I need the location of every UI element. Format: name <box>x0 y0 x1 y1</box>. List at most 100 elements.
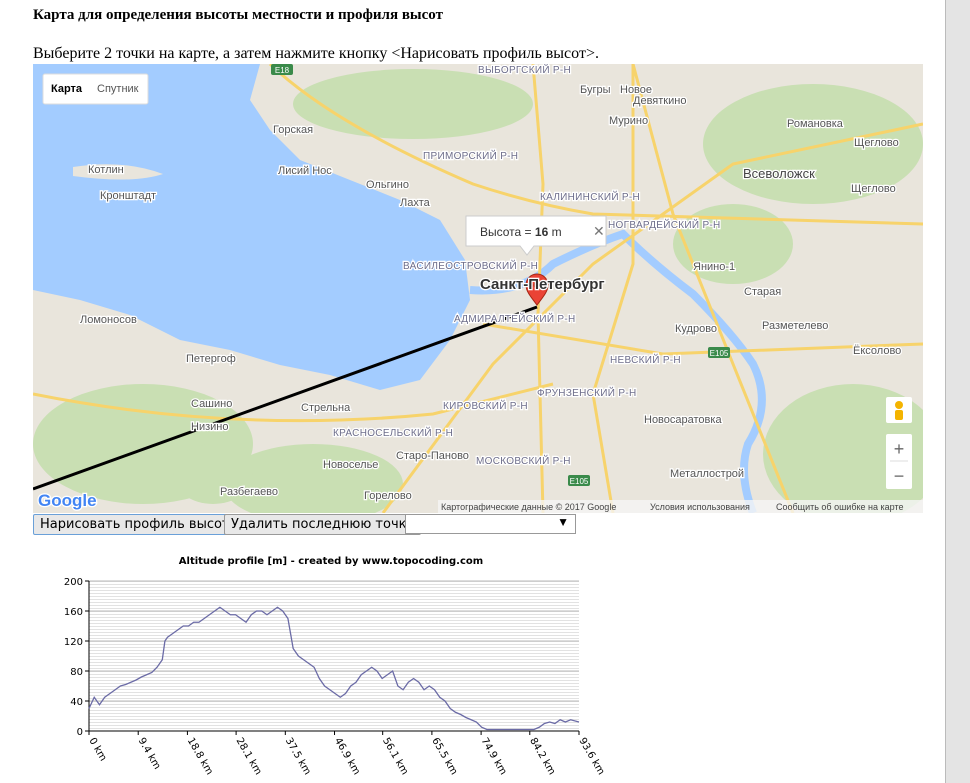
x-tick-label: 0 km <box>86 736 108 763</box>
map-label: Кудрово <box>675 323 717 335</box>
gulf <box>33 64 470 390</box>
x-tick-label: 74.9 km <box>479 736 509 777</box>
infowindow-label: Высота = <box>480 225 532 239</box>
map-label: Романовка <box>787 118 844 130</box>
y-tick-label: 160 <box>64 607 83 618</box>
x-tick-label: 18.8 km <box>185 736 215 777</box>
map-label: Ольгино <box>366 179 409 191</box>
google-logo: Google <box>38 491 97 510</box>
road-shield <box>568 475 590 486</box>
map-label: Бугры <box>580 84 611 96</box>
map-label: Лисий Нос <box>278 165 332 177</box>
parks <box>33 64 923 513</box>
map-label: Горелово <box>364 490 412 502</box>
map-label: КИРОВСКИЙ Р-Н <box>443 399 528 412</box>
pegman-body <box>895 410 903 420</box>
island <box>73 164 163 180</box>
map-label: КРАСНОСЕЛЬСКИЙ Р-Н <box>333 426 453 439</box>
marker[interactable] <box>525 273 549 306</box>
pegman-head <box>895 401 903 409</box>
dropdown[interactable]: ▼ <box>405 514 576 534</box>
infowindow-text: Высота = 16 m <box>480 225 562 239</box>
map-label: Ёксолово <box>853 345 901 357</box>
y-tick-label: 120 <box>64 637 83 648</box>
profile-path <box>33 305 538 491</box>
map-label: Сашино <box>191 398 232 410</box>
map-label: Низино <box>191 421 228 433</box>
map-label: Стрельна <box>301 402 351 414</box>
altitude-line <box>88 606 580 731</box>
road-label: E105 <box>710 349 729 358</box>
map-label: ПРИМОРСКИЙ Р-Н <box>423 149 518 162</box>
x-tick-label: 56.1 km <box>380 736 410 777</box>
attribution: Картографические данные © 2017 Google <box>441 502 616 512</box>
map-label: Ломоносов <box>80 314 137 326</box>
map-label: Кронштадт <box>100 190 156 202</box>
page-title: Карта для определения высоты местности и… <box>33 7 443 23</box>
map-label: Всеволожск <box>743 166 815 181</box>
infowindow-value: 16 <box>535 225 549 239</box>
map-label: Металлострой <box>670 468 744 480</box>
infowindow: ✕ Высота = 16 m <box>465 215 607 256</box>
infowindow-unit: m <box>552 225 562 239</box>
map-label: ФРУНЗЕНСКИЙ Р-Н <box>537 386 636 399</box>
map-type-map[interactable]: Карта <box>51 83 83 95</box>
map-type-control <box>42 73 149 105</box>
map-label: Щеглово <box>854 137 899 149</box>
map-label: НЕВСКИЙ Р-Н <box>610 353 681 366</box>
map-label: НОГВАРДЕЙСКИЙ Р-Н <box>608 218 721 231</box>
map-label: Лахта <box>400 197 431 209</box>
map-label: АДМИРАЛТЕЙСКИЙ Р-Н <box>454 312 576 325</box>
marker-dot <box>533 281 541 289</box>
map-label: Мурино <box>609 115 648 127</box>
x-tick-label: 84.2 km <box>527 736 557 777</box>
map-label: Горская <box>273 124 313 136</box>
x-tick-label: 28.1 km <box>234 736 264 777</box>
x-tick-label: 46.9 km <box>332 736 362 777</box>
map-label: МОСКОВСКИЙ Р-Н <box>476 454 571 467</box>
map-type-satellite[interactable]: Спутник <box>97 83 139 95</box>
roads <box>33 64 923 513</box>
zoom-in[interactable]: + <box>894 439 905 459</box>
attribution: Условия использования <box>650 502 750 512</box>
map-label: Котлин <box>88 164 124 176</box>
attribution: Сообщить об ошибке на карте <box>776 502 903 512</box>
y-tick-label: 0 <box>77 727 83 738</box>
chart-title: Altitude profile [m] - created by www.to… <box>179 556 483 567</box>
attribution-bar <box>438 500 923 513</box>
river <box>469 229 766 513</box>
map-label: ВЫБОРГСКИЙ Р-Н <box>478 64 571 76</box>
road-label: E105 <box>570 477 589 486</box>
map-label: Старо-Паново <box>396 450 469 462</box>
map-label: Новосаратовка <box>644 414 722 426</box>
x-tick-label: 37.5 km <box>283 736 313 777</box>
map-label: Петергоф <box>186 353 236 365</box>
map-label: Новое <box>620 84 652 96</box>
y-tick-label: 40 <box>70 697 83 708</box>
y-tick-label: 80 <box>70 667 83 678</box>
window-border <box>945 0 970 783</box>
close[interactable]: ✕ <box>593 223 605 239</box>
map-label: Янино-1 <box>693 261 735 273</box>
map-label: Девяткино <box>633 95 686 107</box>
x-tick-label: 65.5 km <box>429 736 459 777</box>
map-label: Разметелево <box>762 320 828 332</box>
delete-point-button[interactable]: Удалить последнюю точку <box>224 514 422 535</box>
map-label: Разбегаево <box>220 486 278 498</box>
map-label: Щеглово <box>851 183 896 195</box>
road-shield <box>708 347 730 358</box>
x-tick-label: 93.6 km <box>576 736 606 777</box>
map-label: КАЛИНИНСКИЙ Р-Н <box>540 190 640 203</box>
map-label: Санкт-Петербург <box>480 276 605 293</box>
road-label: E18 <box>275 66 290 75</box>
road-shield <box>271 64 293 75</box>
zoom-out[interactable]: − <box>894 466 905 486</box>
chart: Altitude profile [m] - created by www.to… <box>64 556 607 777</box>
instruction: Выберите 2 точки на карте, а затем нажми… <box>33 45 599 62</box>
map-label: Старая <box>744 286 781 298</box>
map-label: ВАСИЛЕОСТРОВСКИЙ Р-Н <box>403 259 538 272</box>
x-tick-label: 9.4 km <box>136 736 163 771</box>
draw-profile-button[interactable]: Нарисовать профиль высот <box>33 514 237 535</box>
